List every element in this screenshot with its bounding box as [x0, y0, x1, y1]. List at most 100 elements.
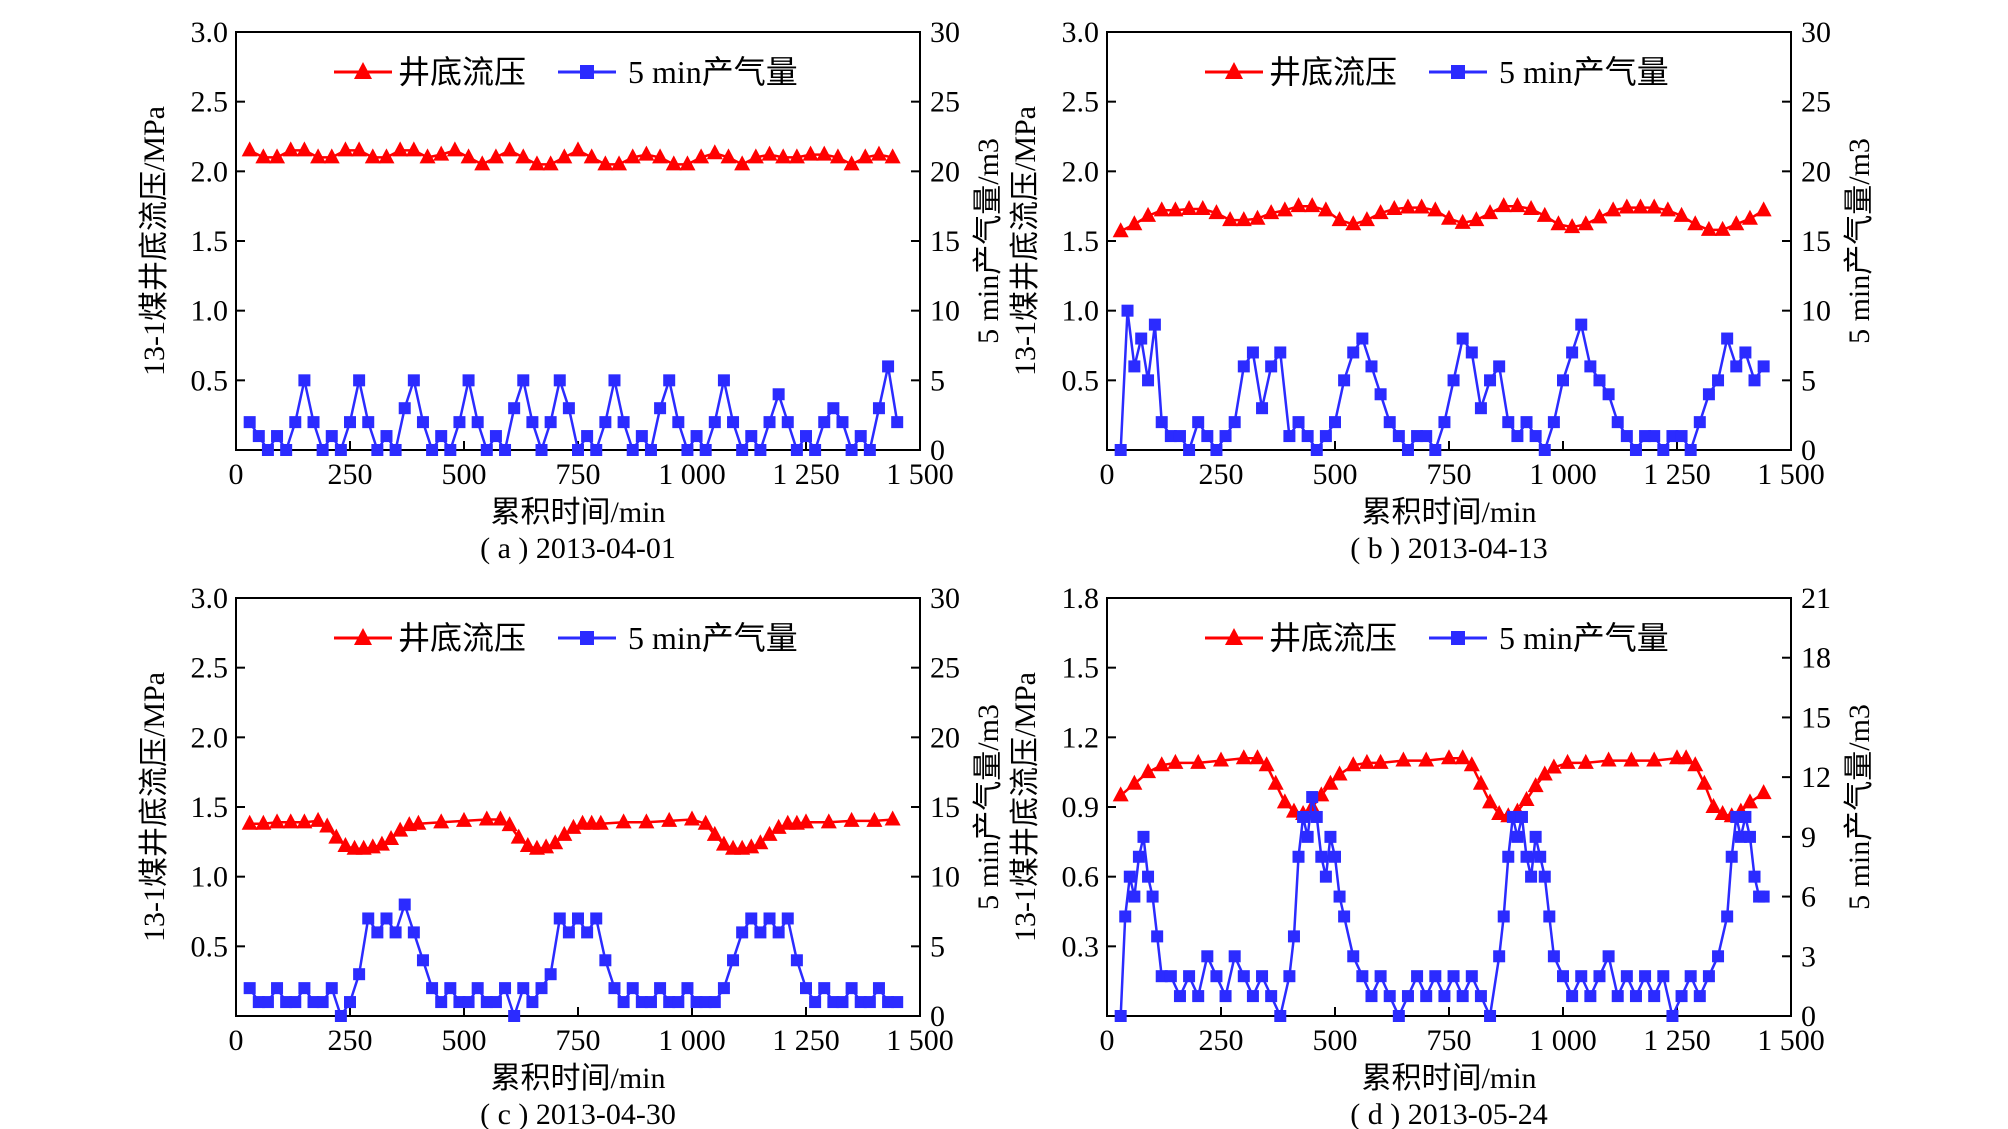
- gas-point: [654, 402, 667, 415]
- pressure-point: [1536, 206, 1553, 222]
- gas-point: [289, 416, 302, 429]
- gas-point: [672, 416, 685, 429]
- gas-point: [581, 430, 594, 443]
- gas-point: [1712, 374, 1725, 387]
- gas-point: [1246, 346, 1259, 359]
- y-tick-label: 1.0: [191, 295, 229, 328]
- pressure-point: [319, 817, 336, 833]
- y2-tick-label: 20: [930, 155, 960, 188]
- gas-point: [1306, 791, 1319, 804]
- pressure-point: [351, 141, 368, 157]
- x-axis-title: 累积时间/min: [490, 1062, 665, 1095]
- y-tick-label: 2.0: [191, 721, 229, 754]
- gas-point: [717, 374, 730, 387]
- y2-tick-label: 15: [930, 225, 960, 258]
- y-tick-label: 0.5: [191, 364, 229, 397]
- pressure-point: [378, 148, 395, 164]
- pressure-point: [1235, 211, 1252, 227]
- pressure-point: [1468, 211, 1485, 227]
- pressure-point: [775, 148, 792, 164]
- gas-point: [1730, 810, 1743, 823]
- gas-point: [1702, 388, 1715, 401]
- gas-point: [1566, 990, 1579, 1003]
- x-tick-label: 750: [1427, 1024, 1472, 1057]
- gas-point: [1506, 810, 1519, 823]
- gas-point: [243, 416, 256, 429]
- pressure-point: [1345, 756, 1362, 772]
- pressure-point: [1705, 798, 1722, 813]
- pressure-point: [1372, 753, 1389, 769]
- gas-point: [599, 954, 612, 967]
- pressure-point: [843, 155, 860, 171]
- gas-point: [891, 416, 904, 429]
- legend-pressure-label: 井底流压: [398, 620, 526, 656]
- pressure-point: [720, 148, 737, 164]
- pressure-point: [460, 148, 477, 164]
- pressure-point: [1527, 777, 1544, 793]
- gas-point: [1128, 890, 1141, 903]
- pressure-point: [1564, 218, 1581, 234]
- gas-point: [435, 996, 448, 1009]
- gas-point: [1702, 970, 1715, 983]
- gas-point: [453, 996, 466, 1009]
- gas-point: [1256, 402, 1269, 415]
- pressure-point: [1153, 201, 1170, 217]
- pressure-point: [743, 838, 760, 854]
- gas-point: [1543, 910, 1556, 923]
- pressure-point: [1577, 215, 1594, 231]
- gas-point: [863, 444, 876, 456]
- pressure-point: [337, 141, 354, 157]
- pressure-point: [383, 830, 400, 846]
- pressure-point: [1386, 199, 1403, 215]
- legend-pressure-label: 井底流压: [1269, 620, 1397, 656]
- gas-point: [781, 912, 794, 925]
- y2-tick-label: 20: [930, 721, 960, 754]
- gas-point: [1283, 430, 1296, 443]
- gas-point: [1757, 890, 1770, 903]
- y-tick-label: 1.5: [191, 791, 229, 824]
- y2-tick-label: 18: [1801, 642, 1831, 675]
- pressure-point: [501, 141, 518, 157]
- pressure-point: [328, 828, 345, 844]
- gas-point: [790, 954, 803, 967]
- pressure-point: [1591, 208, 1608, 224]
- gas-point: [772, 388, 785, 401]
- gas-point: [572, 912, 584, 925]
- pressure-point: [310, 811, 327, 827]
- x-tick-label: 1 250: [772, 1024, 840, 1057]
- gas-point: [1474, 402, 1487, 415]
- pressure-point: [857, 148, 874, 164]
- gas-point: [480, 996, 493, 1009]
- chart-panel-b: 0 250 500 750 1 000 1 250 1 5000.51.01.52.02.5…: [1009, 16, 1876, 565]
- gas-point: [1151, 930, 1164, 943]
- gas-point: [1447, 374, 1460, 387]
- pressure-point: [1618, 198, 1635, 214]
- pressure-point: [538, 838, 555, 854]
- x-tick-label: 750: [556, 458, 601, 491]
- y2-tick-label: 25: [1801, 86, 1831, 119]
- pressure-point: [1472, 774, 1489, 790]
- pressure-point: [433, 145, 450, 161]
- pressure-point: [1441, 749, 1457, 765]
- x-tick-label: 0: [1100, 458, 1115, 491]
- legend-gas-label: 5 min产气量: [1499, 620, 1669, 656]
- pressure-point: [665, 155, 682, 171]
- pressure-point: [1222, 211, 1239, 227]
- pressure-point: [1659, 201, 1676, 217]
- pressure-point: [770, 818, 787, 834]
- gas-point: [535, 444, 548, 456]
- y2-tick-label: 30: [930, 16, 960, 49]
- pressure-point: [515, 148, 532, 164]
- gas-point: [1142, 870, 1155, 883]
- gas-point: [754, 926, 767, 939]
- gas-point: [1183, 970, 1196, 983]
- gas-point: [1730, 360, 1743, 373]
- gas-point: [1520, 416, 1533, 429]
- pressure-point: [638, 813, 655, 829]
- pressure-point: [1463, 756, 1480, 772]
- pressure-point: [761, 825, 778, 841]
- pressure-point: [1190, 753, 1207, 769]
- gas-point: [325, 982, 338, 995]
- gas-point: [717, 982, 730, 995]
